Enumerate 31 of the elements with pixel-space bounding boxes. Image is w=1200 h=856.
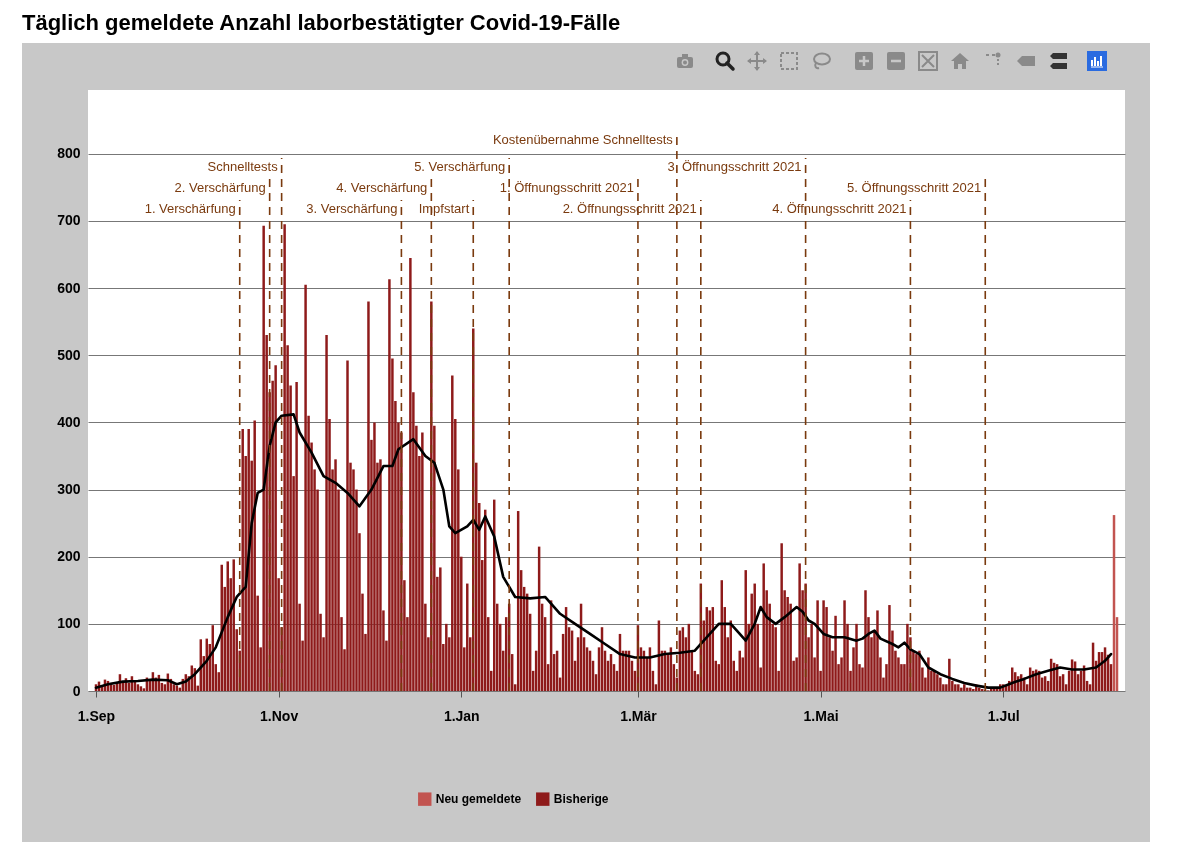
ref-line-label: 5. Verschärfung — [414, 159, 506, 174]
ref-line-label: 3. Verschärfung — [306, 201, 398, 216]
x-tick-label: 1.Sep — [77, 707, 116, 724]
ref-line-label: 4. Öffnungsschritt 2021 — [772, 201, 907, 216]
y-tick-label: 200 — [57, 548, 81, 565]
ref-line-label: 1. Verschärfung — [144, 201, 236, 216]
ref-line-label: Kostenübernahme Schnelltests — [492, 132, 674, 147]
x-tick-label: 1.Nov — [260, 707, 299, 724]
legend-label: Neu gemeldete — [435, 792, 522, 807]
y-tick-label: 300 — [57, 481, 81, 498]
ref-line-label: 2. Verschärfung — [174, 180, 266, 195]
x-tick-label: 1.Jan — [443, 707, 480, 724]
ref-line-label: Schnelltests — [207, 159, 279, 174]
y-tick-label: 700 — [57, 212, 81, 229]
ref-line-label: 5. Öffnungsschritt 2021 — [847, 180, 982, 195]
y-tick-label: 0 — [72, 682, 81, 699]
chart-title: Täglich gemeldete Anzahl laborbestätigter Covid-19-Fälle — [22, 10, 621, 36]
y-tick-label: 100 — [57, 615, 81, 632]
y-tick-label: 800 — [57, 145, 81, 162]
ref-line-label: 3. Öffnungsschritt 2021 — [667, 159, 802, 174]
legend-label: Bisherige — [553, 792, 609, 807]
x-tick-label: 1.Mai — [803, 707, 839, 724]
ref-line-label: 2. Öffnungsschritt 2021 — [562, 201, 697, 216]
y-tick-label: 600 — [57, 279, 81, 296]
x-tick-label: 1.Mär — [620, 707, 658, 724]
y-tick-label: 400 — [57, 413, 81, 430]
x-tick-label: 1.Jul — [987, 707, 1020, 724]
ref-line-label: 4. Verschärfung — [336, 180, 428, 195]
ref-line-label: Impfstart — [418, 201, 470, 216]
y-tick-label: 500 — [57, 346, 81, 363]
ref-line-label: 1. Öffnungsschritt 2021 — [499, 180, 634, 195]
